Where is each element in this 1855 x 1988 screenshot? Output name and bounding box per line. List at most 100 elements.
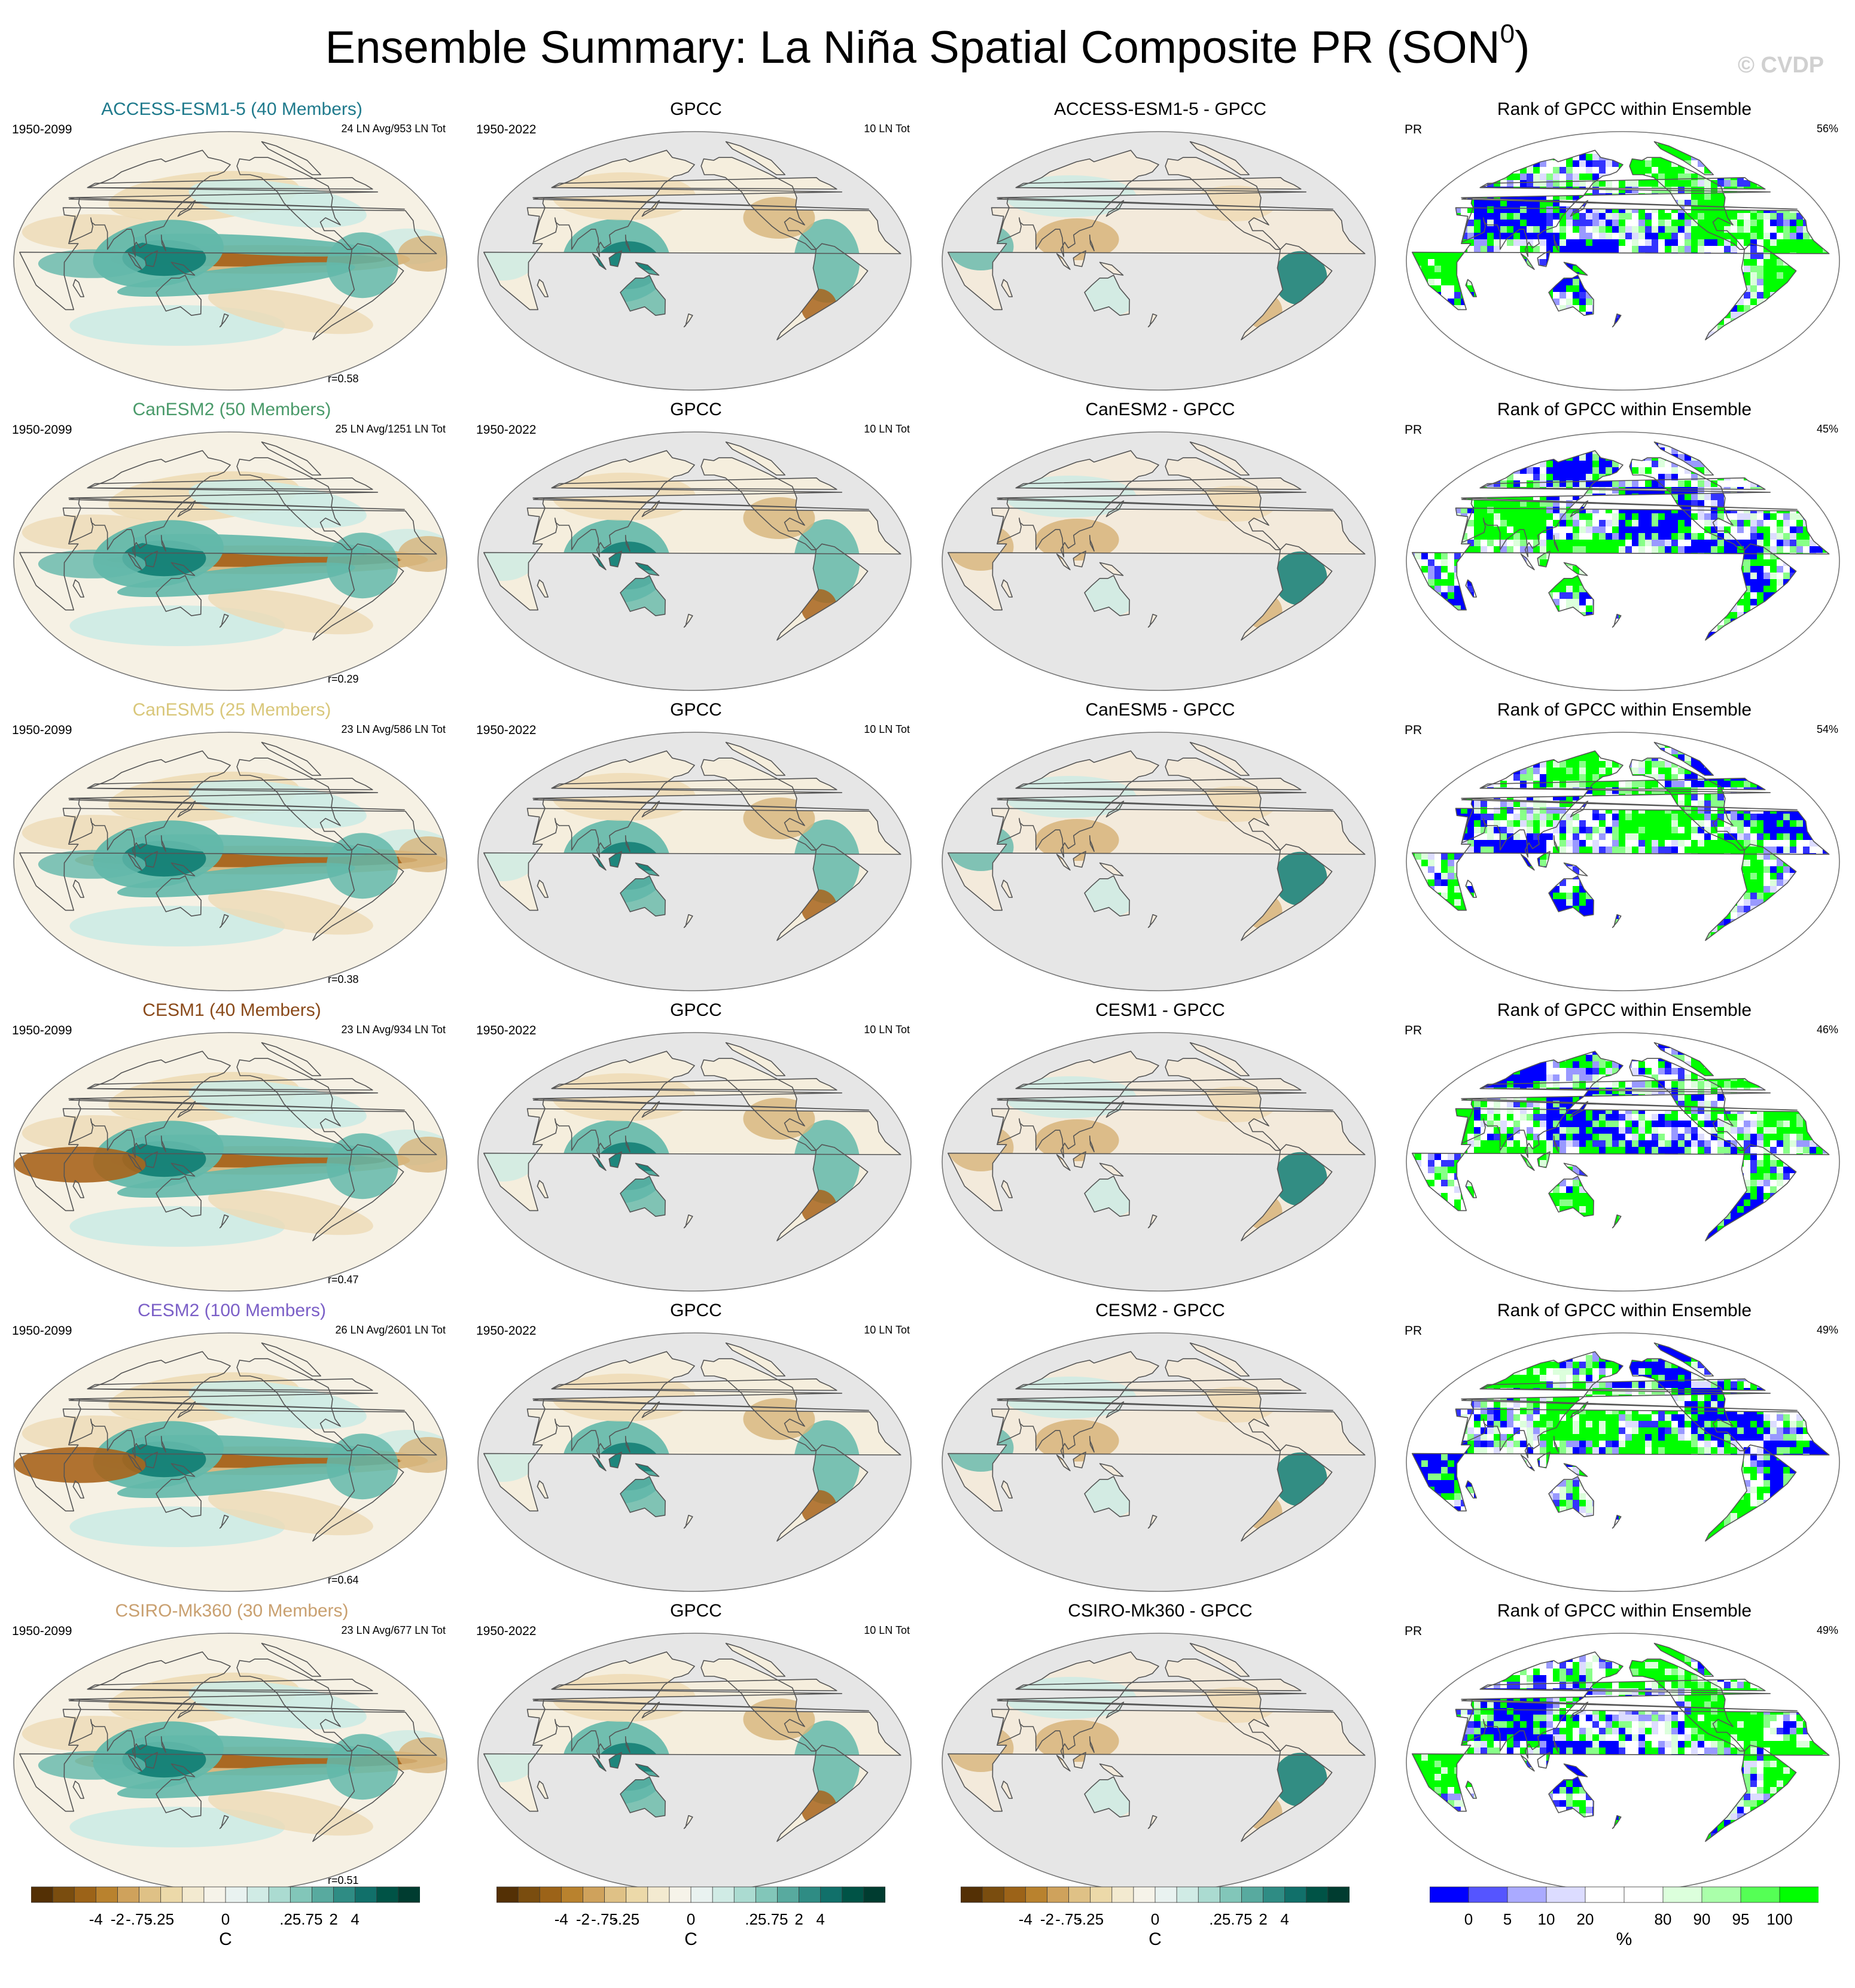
- pattern-correlation: r=0.47: [328, 1274, 359, 1286]
- colorbar-tick-label: 0: [1150, 1910, 1160, 1928]
- la-nina-count: 10 LN Tot: [864, 123, 910, 135]
- period-label: 1950-2022: [476, 123, 537, 136]
- coastlines-obs-3: [483, 1042, 901, 1241]
- panel-rank-row-2: Rank of GPCC within Ensemble PR 54%: [1393, 699, 1855, 1000]
- colorbar-swatch: [139, 1886, 162, 1903]
- colorbar-swatch: [1068, 1886, 1091, 1903]
- variable-label: PR: [1405, 123, 1423, 136]
- coastlines-diff-0: [948, 141, 1366, 340]
- coastlines-diff-3: [948, 1042, 1366, 1241]
- coastlines-model-2: [19, 742, 437, 941]
- colorbar-tick-label: .25: [279, 1910, 301, 1928]
- colorbar-swatch: [1306, 1886, 1329, 1903]
- rank-panel-title: Rank of GPCC within Ensemble: [1497, 99, 1752, 119]
- coastlines-obs-5: [483, 1643, 901, 1842]
- colorbar-tick-label: .75: [301, 1910, 323, 1928]
- colorbar-tick-label: 20: [1576, 1910, 1594, 1928]
- coastlines-rank-5: [1412, 1643, 1830, 1842]
- colorbar-tick-label: 5: [1503, 1910, 1512, 1928]
- la-nina-count: 10 LN Tot: [864, 1324, 910, 1336]
- rank-percent: 56%: [1816, 123, 1838, 135]
- model-map: [13, 131, 447, 391]
- colorbar-swatches: [497, 1886, 885, 1903]
- colorbar-tick-label: -.25: [1077, 1910, 1104, 1928]
- colorbar-swatches: [1430, 1886, 1819, 1903]
- la-nina-count: 23 LN Avg/934 LN Tot: [341, 1024, 446, 1036]
- colorbar-swatch: [398, 1886, 420, 1903]
- rank-panel-title: Rank of GPCC within Ensemble: [1497, 1601, 1752, 1621]
- panel-obs-row-1: GPCC 1950-2022 10 LN Tot: [464, 399, 928, 699]
- period-label: 1950-2099: [12, 123, 72, 136]
- panel-diff-row-5: CSIRO-Mk360 - GPCC: [928, 1600, 1392, 1901]
- panel-obs-row-0: GPCC 1950-2022 10 LN Tot: [464, 99, 928, 399]
- colorbar-tick-label: 0: [686, 1910, 696, 1928]
- colorbar-tick-label: 4: [351, 1910, 360, 1928]
- pattern-correlation: r=0.64: [328, 1574, 359, 1586]
- colorbar-tick-label: 95: [1732, 1910, 1750, 1928]
- colorbar-swatch: [1701, 1886, 1741, 1903]
- colorbar-swatch: [1623, 1886, 1664, 1903]
- colorbar-tick-label: 2: [1259, 1910, 1268, 1928]
- colorbar-swatch: [799, 1886, 821, 1903]
- colorbar-swatches: [31, 1886, 420, 1903]
- colorbar-tick-label: .75: [1230, 1910, 1253, 1928]
- colorbar-swatch: [755, 1886, 778, 1903]
- panel-model-row-5: CSIRO-Mk360 (30 Members) 1950-2099 23 LN A…: [0, 1600, 464, 1901]
- model-panel-title: CSIRO-Mk360 (30 Members): [115, 1601, 349, 1621]
- rank-percent: 45%: [1816, 423, 1838, 435]
- colorbar-swatch: [863, 1886, 885, 1903]
- coastlines-model-4: [19, 1342, 437, 1542]
- colorbar-tick-label: -.25: [147, 1910, 175, 1928]
- colorbar-swatch: [712, 1886, 735, 1903]
- coastlines-diff-5: [948, 1643, 1366, 1842]
- figure-title-main: Ensemble Summary: La Niña Spatial Compos…: [325, 22, 1500, 73]
- obs-panel-title: GPCC: [670, 1601, 722, 1621]
- diff-panel-title: CanESM2 - GPCC: [1085, 400, 1235, 419]
- colorbar-swatch: [690, 1886, 714, 1903]
- colorbar-swatch: [1263, 1886, 1286, 1903]
- colorbar-rank: 0 5 10 20 80 90 95 100%: [1430, 1886, 1819, 1958]
- colorbar-swatch: [1585, 1886, 1625, 1903]
- colorbar-swatch: [225, 1886, 248, 1903]
- la-nina-count: 10 LN Tot: [864, 723, 910, 735]
- panel-obs-row-2: GPCC 1950-2022 10 LN Tot: [464, 699, 928, 1000]
- colorbar-model: -4 -2 -.75 -.25 0 .25.75 2 4 C: [31, 1886, 420, 1958]
- colorbar-swatch: [1241, 1886, 1264, 1903]
- obs-panel-title: GPCC: [670, 1000, 722, 1020]
- colorbar-tick-label: -.75: [591, 1910, 618, 1928]
- period-label: 1950-2022: [476, 1024, 537, 1037]
- diff-map: [942, 1633, 1376, 1892]
- panel-rank-row-3: Rank of GPCC within Ensemble PR 46%: [1393, 1000, 1855, 1300]
- colorbar-tick-label: -2: [575, 1910, 590, 1928]
- colorbar-swatch: [1507, 1886, 1547, 1903]
- colorbar-swatch: [777, 1886, 800, 1903]
- obs-map: [477, 1633, 912, 1892]
- period-label: 1950-2022: [476, 723, 537, 737]
- colorbar-swatch: [1430, 1886, 1469, 1903]
- colorbar-swatch: [160, 1886, 183, 1903]
- panel-obs-row-4: GPCC 1950-2022 10 LN Tot: [464, 1300, 928, 1600]
- colorbar-tick-label: -2: [110, 1910, 124, 1928]
- panel-rank-row-5: Rank of GPCC within Ensemble PR 49%: [1393, 1600, 1855, 1901]
- model-map: [13, 1032, 447, 1292]
- variable-label: PR: [1405, 423, 1423, 437]
- pattern-correlation: r=0.38: [328, 973, 359, 985]
- colorbar-swatch: [733, 1886, 757, 1903]
- colorbar-swatch: [355, 1886, 377, 1903]
- colorbar-swatch: [117, 1886, 140, 1903]
- colorbar-swatch: [1090, 1886, 1113, 1903]
- period-label: 1950-2022: [476, 1624, 537, 1638]
- period-label: 1950-2099: [12, 423, 72, 437]
- colorbar-unit: C: [1149, 1929, 1162, 1949]
- colorbar-swatch: [1740, 1886, 1780, 1903]
- rank-percent: 54%: [1816, 723, 1838, 735]
- coastlines-rank-0: [1412, 141, 1830, 340]
- colorbar-tick-label: -2: [1040, 1910, 1054, 1928]
- colorbar-swatch: [1468, 1886, 1508, 1903]
- colorbar-swatch: [1284, 1886, 1307, 1903]
- variable-label: PR: [1405, 1324, 1423, 1338]
- panel-model-row-0: ACCESS-ESM1-5 (40 Members) 1950-2099 24 LN…: [0, 99, 464, 399]
- obs-map: [477, 732, 912, 991]
- panel-model-row-1: CanESM2 (50 Members) 1950-2099 25 LN Avg/1…: [0, 399, 464, 699]
- colorbar-swatch: [1047, 1886, 1070, 1903]
